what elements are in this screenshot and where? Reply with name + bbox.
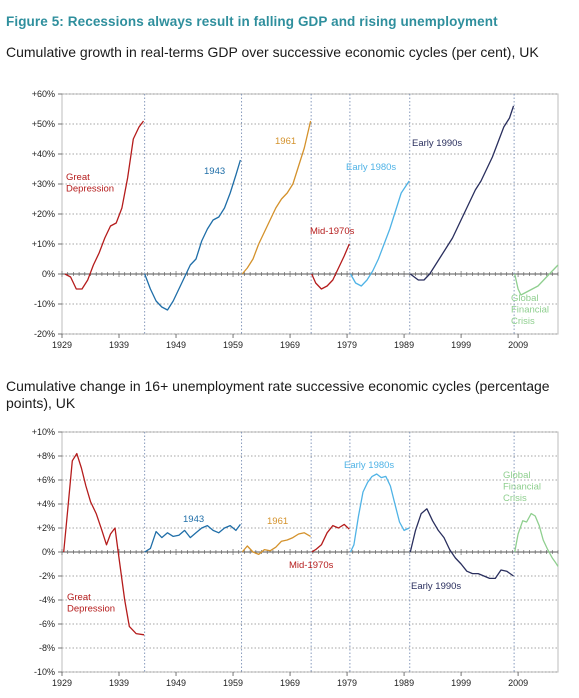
- unemployment-label-early-1990s: Early 1990s: [411, 581, 461, 592]
- gdp-series-great-depression: [64, 120, 145, 290]
- gdp-x-tick-label: 1949: [166, 340, 186, 350]
- gdp-series-early-1980s: [349, 180, 410, 287]
- unemployment-label-1943: 1943: [183, 514, 204, 525]
- unemployment-label-great-depression: Great Depression: [67, 592, 115, 615]
- gdp-series-early-1990s: [409, 105, 515, 281]
- gdp-x-tick-label: 1969: [280, 340, 300, 350]
- unemployment-x-tick-label: 1939: [109, 678, 129, 688]
- unemployment-label-early-1980s: Early 1980s: [344, 460, 394, 471]
- unemployment-y-tick-label: -6%: [39, 619, 55, 629]
- unemployment-x-tick-label: 1969: [280, 678, 300, 688]
- gdp-series-mid-1970s: [311, 243, 350, 290]
- unemployment-label-global-financial-crisis: Global Financial Crisis: [503, 470, 541, 504]
- gdp-chart-title: Cumulative growth in real-terms GDP over…: [6, 44, 539, 60]
- unemployment-label-1961: 1961: [267, 516, 288, 527]
- figure-title: Figure 5: Recessions always result in fa…: [6, 14, 498, 29]
- unemployment-x-tick-label: 1929: [52, 678, 72, 688]
- unemployment-series-1961: [241, 532, 311, 556]
- gdp-label-great-depression: Great Depression: [66, 172, 114, 195]
- gdp-y-tick-label: +40%: [32, 149, 55, 159]
- gdp-y-tick-label: +20%: [32, 209, 55, 219]
- unemployment-y-tick-label: +8%: [37, 451, 55, 461]
- unemployment-y-tick-label: -10%: [34, 667, 55, 677]
- unemployment-x-tick-label: 1949: [166, 678, 186, 688]
- unemployment-series-1943: [144, 524, 241, 553]
- unemployment-y-tick-label: -4%: [39, 595, 55, 605]
- gdp-y-tick-label: +50%: [32, 119, 55, 129]
- gdp-y-tick-label: +10%: [32, 239, 55, 249]
- unemployment-x-tick-label: 1959: [223, 678, 243, 688]
- gdp-y-tick-label: -20%: [34, 329, 55, 339]
- gdp-label-1961: 1961: [275, 136, 296, 147]
- gdp-series-global-financial-crisis: [514, 264, 559, 296]
- gdp-growth-chart: +60% +50% +40% +30% +20% +10% 0% -10% -20%1929 19…: [32, 89, 559, 350]
- unemployment-y-tick-label: -2%: [39, 571, 55, 581]
- unemployment-series-early-1990s: [409, 508, 514, 580]
- unemployment-x-tick-label: 1999: [451, 678, 471, 688]
- unemployment-series-early-1980s: [349, 473, 410, 553]
- unemployment-x-tick-label: 1979: [337, 678, 357, 688]
- unemployment-series-mid-1970s: [311, 523, 350, 553]
- gdp-y-tick-label: -10%: [34, 299, 55, 309]
- unemployment-y-tick-label: -8%: [39, 643, 55, 653]
- gdp-y-tick-label: 0%: [42, 269, 55, 279]
- gdp-x-tick-label: 1939: [109, 340, 129, 350]
- gdp-label-mid-1970s: Mid-1970s: [310, 226, 355, 237]
- gdp-x-tick-label: 1929: [52, 340, 72, 350]
- gdp-series-1961: [241, 120, 312, 275]
- gdp-label-early-1980s: Early 1980s: [346, 162, 396, 173]
- unemployment-y-tick-label: +10%: [32, 427, 55, 437]
- gdp-y-tick-label: +60%: [32, 89, 55, 99]
- gdp-label-global-financial-crisis: Global Financial Crisis: [511, 293, 549, 327]
- gdp-y-tick-label: +30%: [32, 179, 55, 189]
- unemployment-y-tick-label: 0%: [42, 547, 55, 557]
- gdp-x-tick-label: 1999: [451, 340, 471, 350]
- unemployment-y-tick-label: +2%: [37, 523, 55, 533]
- unemployment-label-mid-1970s: Mid-1970s: [289, 560, 334, 571]
- unemployment-x-tick-label: 2009: [508, 678, 528, 688]
- gdp-series-1943: [144, 159, 242, 311]
- unemployment-chart-title: Cumulative change in 16+ unemployment ra…: [6, 378, 550, 411]
- gdp-x-tick-label: 1959: [223, 340, 243, 350]
- unemployment-x-tick-label: 1989: [394, 678, 414, 688]
- unemployment-y-tick-label: +6%: [37, 475, 55, 485]
- gdp-x-tick-label: 1989: [394, 340, 414, 350]
- gdp-x-tick-label: 1979: [337, 340, 357, 350]
- unemployment-series-global-financial-crisis: [514, 512, 559, 567]
- gdp-x-tick-label: 2009: [508, 340, 528, 350]
- gdp-label-early-1990s: Early 1990s: [412, 138, 462, 149]
- gdp-label-1943: 1943: [204, 166, 225, 177]
- unemployment-y-tick-label: +4%: [37, 499, 55, 509]
- unemployment-series-great-depression: [63, 452, 145, 636]
